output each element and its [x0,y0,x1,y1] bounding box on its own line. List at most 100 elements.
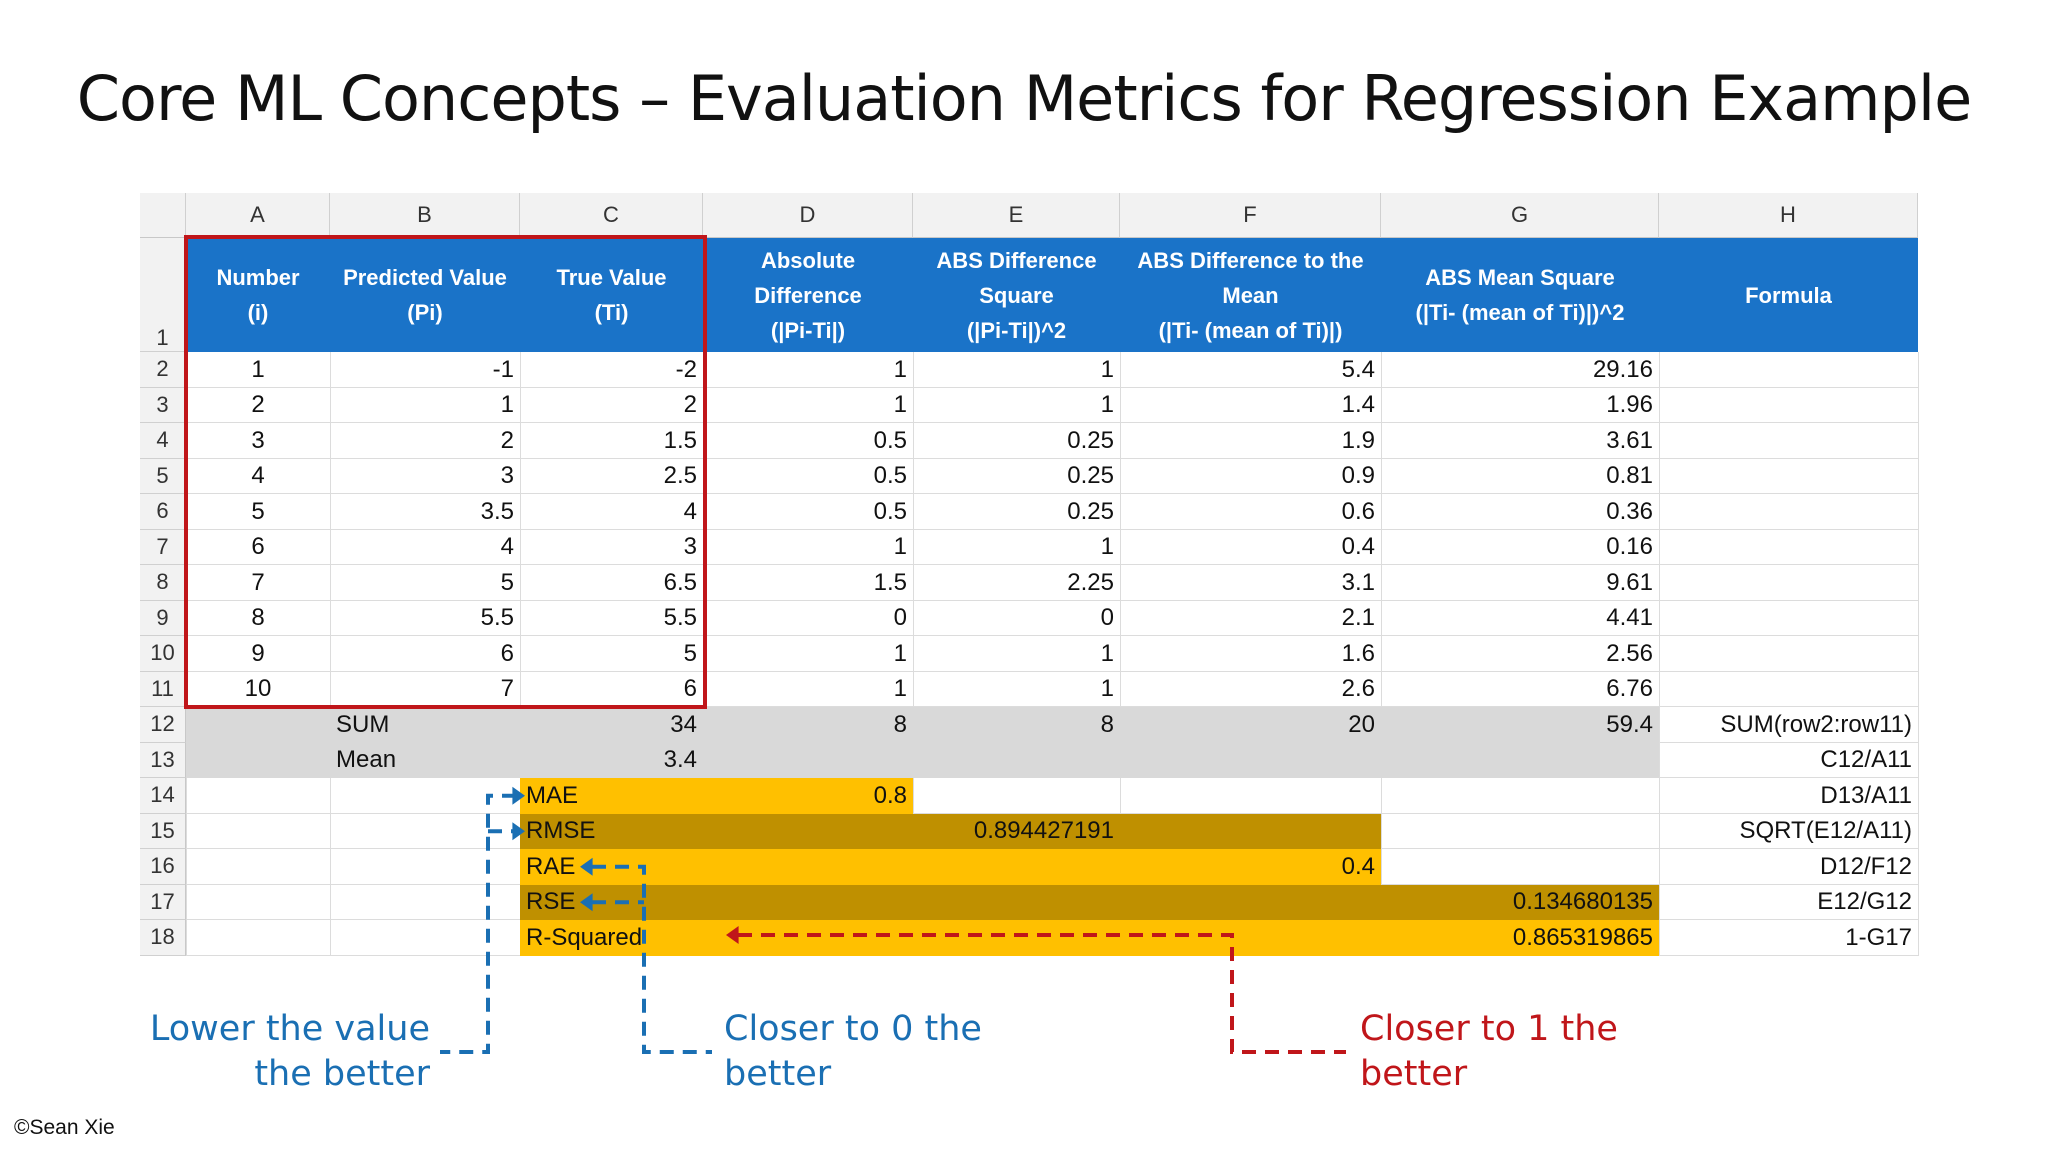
column-header-a[interactable]: A [186,193,330,238]
cell-g3[interactable]: 1.96 [1606,391,1653,419]
cell-h14[interactable]: D13/A11 [1820,781,1912,809]
select-all-corner[interactable] [140,193,186,238]
cell-d10[interactable]: 1 [893,639,907,667]
cell-c6[interactable]: 4 [683,497,697,525]
cell-a8[interactable]: 7 [251,568,265,596]
header-cell-h[interactable]: Formula [1659,238,1918,352]
cell-c13[interactable]: 3.4 [663,746,697,774]
row-header-13[interactable]: 13 [140,742,186,778]
metric-label-rmse[interactable]: RMSE [526,817,596,845]
header-cell-g[interactable]: ABS Mean Square (|Ti- (mean of Ti)|)^2 [1381,238,1659,352]
metric-value-rmse[interactable]: 0.894427191 [973,817,1114,845]
cell-e8[interactable]: 2.25 [1067,568,1114,596]
row-header-7[interactable]: 7 [140,529,186,565]
cell-h4[interactable] [1659,423,1918,459]
cell-e9[interactable]: 0 [1100,604,1114,632]
cell-h7[interactable] [1659,530,1918,566]
cell-h8[interactable] [1659,565,1918,601]
header-cell-c[interactable]: True Value (Ti) [520,238,703,352]
cell-f4[interactable]: 1.9 [1341,426,1375,454]
cell-e3[interactable]: 1 [1100,391,1114,419]
row-header-17[interactable]: 17 [140,884,186,920]
metric-value-r-squared[interactable]: 0.865319865 [1512,923,1653,951]
row-header-4[interactable]: 4 [140,423,186,459]
cell-c3[interactable]: 2 [683,391,697,419]
cell-b9[interactable]: 5.5 [480,604,514,632]
cell-h18[interactable]: 1-G17 [1845,923,1912,951]
cell-c11[interactable]: 6 [683,675,697,703]
column-header-d[interactable]: D [703,193,913,238]
cell-d7[interactable]: 1 [893,533,907,561]
cell-d3[interactable]: 1 [893,391,907,419]
column-header-c[interactable]: C [520,193,703,238]
cell-g4[interactable]: 3.61 [1606,426,1653,454]
metric-value-mae[interactable]: 0.8 [873,781,907,809]
cell-h17[interactable]: E12/G12 [1817,888,1912,916]
cell-c8[interactable]: 6.5 [663,568,697,596]
cell-d12[interactable]: 8 [893,710,907,738]
cell-f2[interactable]: 5.4 [1341,355,1375,383]
cell-g5[interactable]: 0.81 [1606,462,1653,490]
cell-h10[interactable] [1659,636,1918,672]
cell-h2[interactable] [1659,352,1918,388]
cell-c12[interactable]: 34 [670,710,697,738]
cell-c9[interactable]: 5.5 [663,604,697,632]
metric-value-rse[interactable]: 0.134680135 [1512,888,1653,916]
cell-e5[interactable]: 0.25 [1067,462,1114,490]
cell-e6[interactable]: 0.25 [1067,497,1114,525]
cell-h6[interactable] [1659,494,1918,530]
row-header-18[interactable]: 18 [140,920,186,956]
cell-h12[interactable]: SUM(row2:row11) [1720,710,1912,738]
row-header-15[interactable]: 15 [140,813,186,849]
cell-d2[interactable]: 1 [893,355,907,383]
row-header-16[interactable]: 16 [140,849,186,885]
column-header-g[interactable]: G [1381,193,1659,238]
row-header-10[interactable]: 10 [140,636,186,672]
cell-a7[interactable]: 6 [251,533,265,561]
cell-e7[interactable]: 1 [1100,533,1114,561]
header-cell-a[interactable]: Number (i) [186,238,330,352]
metric-label-r-squared[interactable]: R-Squared [526,923,643,951]
metric-label-rse[interactable]: RSE [526,888,576,916]
cell-d9[interactable]: 0 [893,604,907,632]
cell-g8[interactable]: 9.61 [1606,568,1653,596]
cell-d4[interactable]: 0.5 [873,426,907,454]
cell-e12[interactable]: 8 [1100,710,1114,738]
cell-c2[interactable]: -2 [675,355,697,383]
row-header-3[interactable]: 3 [140,387,186,423]
cell-a5[interactable]: 4 [251,462,265,490]
cell-c4[interactable]: 1.5 [663,426,697,454]
row-header-11[interactable]: 11 [140,671,186,707]
cell-b4[interactable]: 2 [500,426,514,454]
cell-d6[interactable]: 0.5 [873,497,907,525]
cell-f10[interactable]: 1.6 [1341,639,1375,667]
cell-h11[interactable] [1659,672,1918,708]
cell-g11[interactable]: 6.76 [1606,675,1653,703]
cell-f5[interactable]: 0.9 [1341,462,1375,490]
cell-f6[interactable]: 0.6 [1341,497,1375,525]
cell-b10[interactable]: 6 [500,639,514,667]
cell-h5[interactable] [1659,459,1918,495]
cell-f7[interactable]: 0.4 [1341,533,1375,561]
cell-g10[interactable]: 2.56 [1606,639,1653,667]
cell-a10[interactable]: 9 [251,639,265,667]
cell-g9[interactable]: 4.41 [1606,604,1653,632]
row-header-6[interactable]: 6 [140,494,186,530]
cell-f12[interactable]: 20 [1348,710,1375,738]
cell-c5[interactable]: 2.5 [663,462,697,490]
cell-h16[interactable]: D12/F12 [1819,852,1912,880]
row-header-1[interactable]: 1 [140,238,186,352]
cell-g7[interactable]: 0.16 [1606,533,1653,561]
cell-c7[interactable]: 3 [683,533,697,561]
row-header-8[interactable]: 8 [140,565,186,601]
column-header-b[interactable]: B [330,193,520,238]
cell-h15[interactable]: SQRT(E12/A11) [1739,817,1912,845]
cell-a11[interactable]: 10 [244,675,272,703]
cell-h13[interactable]: C12/A11 [1820,746,1912,774]
cell-c10[interactable]: 5 [683,639,697,667]
metric-label-mae[interactable]: MAE [526,781,579,809]
metric-value-rae[interactable]: 0.4 [1341,852,1375,880]
cell-e10[interactable]: 1 [1100,639,1114,667]
metric-label-rae[interactable]: RAE [526,852,576,880]
cell-g12[interactable]: 59.4 [1606,710,1653,738]
